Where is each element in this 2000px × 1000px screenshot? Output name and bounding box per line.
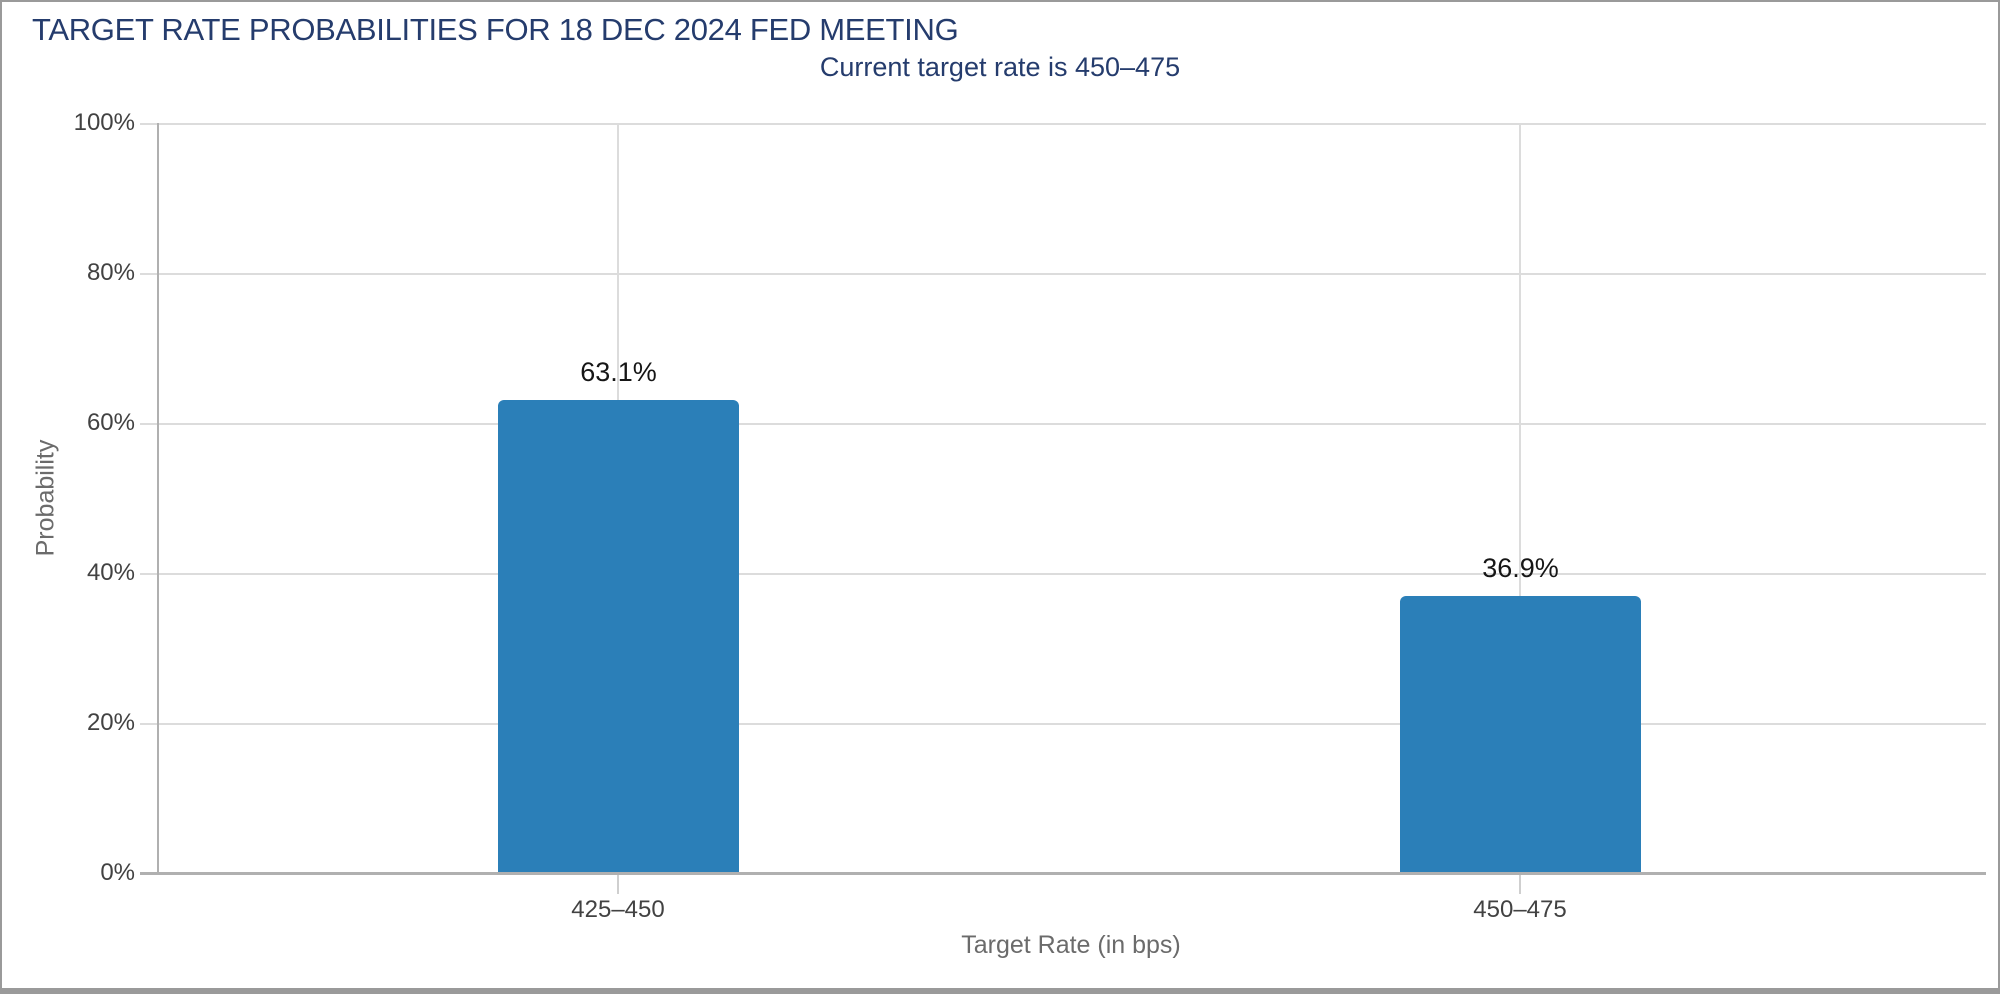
chart-title: TARGET RATE PROBABILITIES FOR 18 DEC 202… [32, 12, 959, 47]
x-axis-line [140, 872, 1986, 875]
gridline-100pct [140, 123, 1986, 125]
x-tick-label-450-475: 450–475 [1473, 896, 1567, 923]
plot-area: 63.1% 36.9% [140, 123, 1986, 875]
gridline-40pct [140, 573, 1986, 575]
y-tick-label-60: 60% [86, 409, 135, 436]
y-axis-title: Probability [31, 439, 60, 557]
x-tick-label-425-450: 425–450 [571, 896, 665, 923]
y-tick-label-100: 100% [73, 109, 135, 136]
y-tick-label-80: 80% [86, 259, 135, 286]
gridline-20pct [140, 723, 1986, 725]
x-tick-mark-425-450 [617, 875, 619, 894]
bar-column-450-475: 36.9% [1400, 123, 1641, 873]
bar-value-label: 36.9% [1482, 553, 1559, 584]
y-tick-label-40: 40% [86, 559, 135, 586]
bar-450-475[interactable] [1400, 596, 1641, 873]
gridline-60pct [140, 423, 1986, 425]
x-axis-title: Target Rate (in bps) [961, 931, 1181, 959]
y-tick-label-0: 0% [100, 859, 135, 886]
x-tick-mark-450-475 [1519, 875, 1521, 894]
gridline-category-450-475 [1519, 123, 1521, 873]
chart-subtitle: Current target rate is 450–475 [819, 52, 1181, 82]
bar-value-label: 63.1% [580, 356, 657, 387]
gridline-80pct [140, 273, 1986, 275]
y-axis-line [157, 123, 159, 873]
bar-425-450[interactable] [498, 399, 739, 873]
bar-column-425-450: 63.1% [498, 123, 739, 873]
y-tick-label-20: 20% [86, 709, 135, 736]
